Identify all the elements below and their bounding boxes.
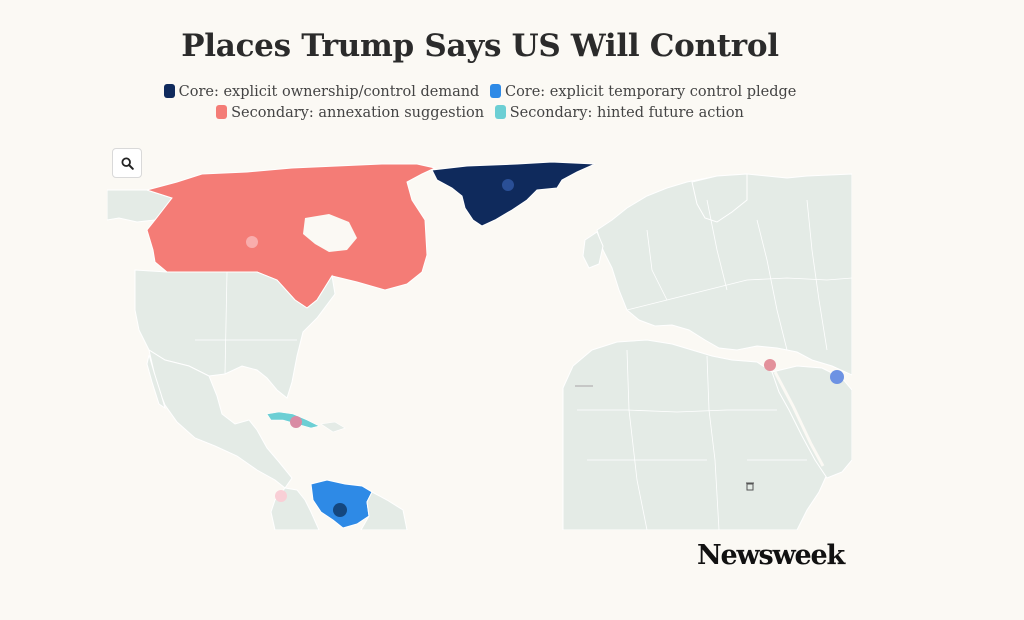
country-borders — [195, 199, 853, 531]
legend-item-ownership[interactable]: Core: explicit ownership/control demand — [163, 82, 480, 103]
hispaniola-region[interactable] — [320, 421, 346, 433]
marker-venezuela[interactable] — [333, 503, 347, 517]
legend-label-temporary: Core: explicit temporary control pledge — [504, 84, 797, 100]
legend-swatch-annexation — [216, 105, 228, 119]
marker-panama[interactable] — [275, 490, 287, 502]
legend-item-temporary[interactable]: Core: explicit temporary control pledge — [489, 82, 797, 103]
eurasia-region[interactable] — [596, 173, 853, 376]
marker-greenland[interactable] — [502, 179, 514, 191]
legend-label-annexation: Secondary: annexation suggestion — [231, 105, 485, 121]
map-area[interactable] — [106, 160, 853, 531]
legend-row-2: Secondary: annexation suggestion Seconda… — [0, 103, 960, 124]
red-sea — [773, 371, 825, 467]
baja-peninsula — [146, 354, 166, 410]
marker-canada[interactable] — [246, 236, 258, 248]
scandinavia-region — [691, 173, 748, 223]
legend-row-1: Core: explicit ownership/control demand … — [0, 82, 960, 103]
attribution-mark-icon — [746, 482, 754, 491]
uk-region[interactable] — [582, 231, 604, 269]
arabia-region[interactable] — [771, 365, 853, 479]
marker-gaza[interactable] — [764, 359, 776, 371]
legend-label-hinted: Secondary: hinted future action — [509, 105, 744, 121]
newsweek-logo: Newsweek — [697, 540, 845, 571]
map-title: Places Trump Says US Will Control — [181, 28, 779, 64]
mexico-region[interactable] — [148, 348, 293, 489]
zoom-button[interactable] — [112, 148, 142, 178]
marker-cuba[interactable] — [290, 416, 302, 428]
legend-swatch-temporary — [489, 84, 501, 98]
legend-item-annexation[interactable]: Secondary: annexation suggestion — [216, 103, 484, 124]
hudson-bay — [303, 214, 357, 252]
magnifier-icon — [120, 156, 134, 170]
legend-item-hinted[interactable]: Secondary: hinted future action — [494, 103, 744, 124]
legend: Core: explicit ownership/control demand … — [0, 82, 960, 124]
legend-swatch-hinted — [494, 105, 506, 119]
world-map — [106, 161, 853, 531]
greenland-region[interactable] — [431, 161, 596, 227]
marker-iran[interactable] — [830, 370, 844, 384]
legend-swatch-ownership — [163, 84, 175, 98]
legend-label-ownership: Core: explicit ownership/control demand — [178, 84, 480, 100]
